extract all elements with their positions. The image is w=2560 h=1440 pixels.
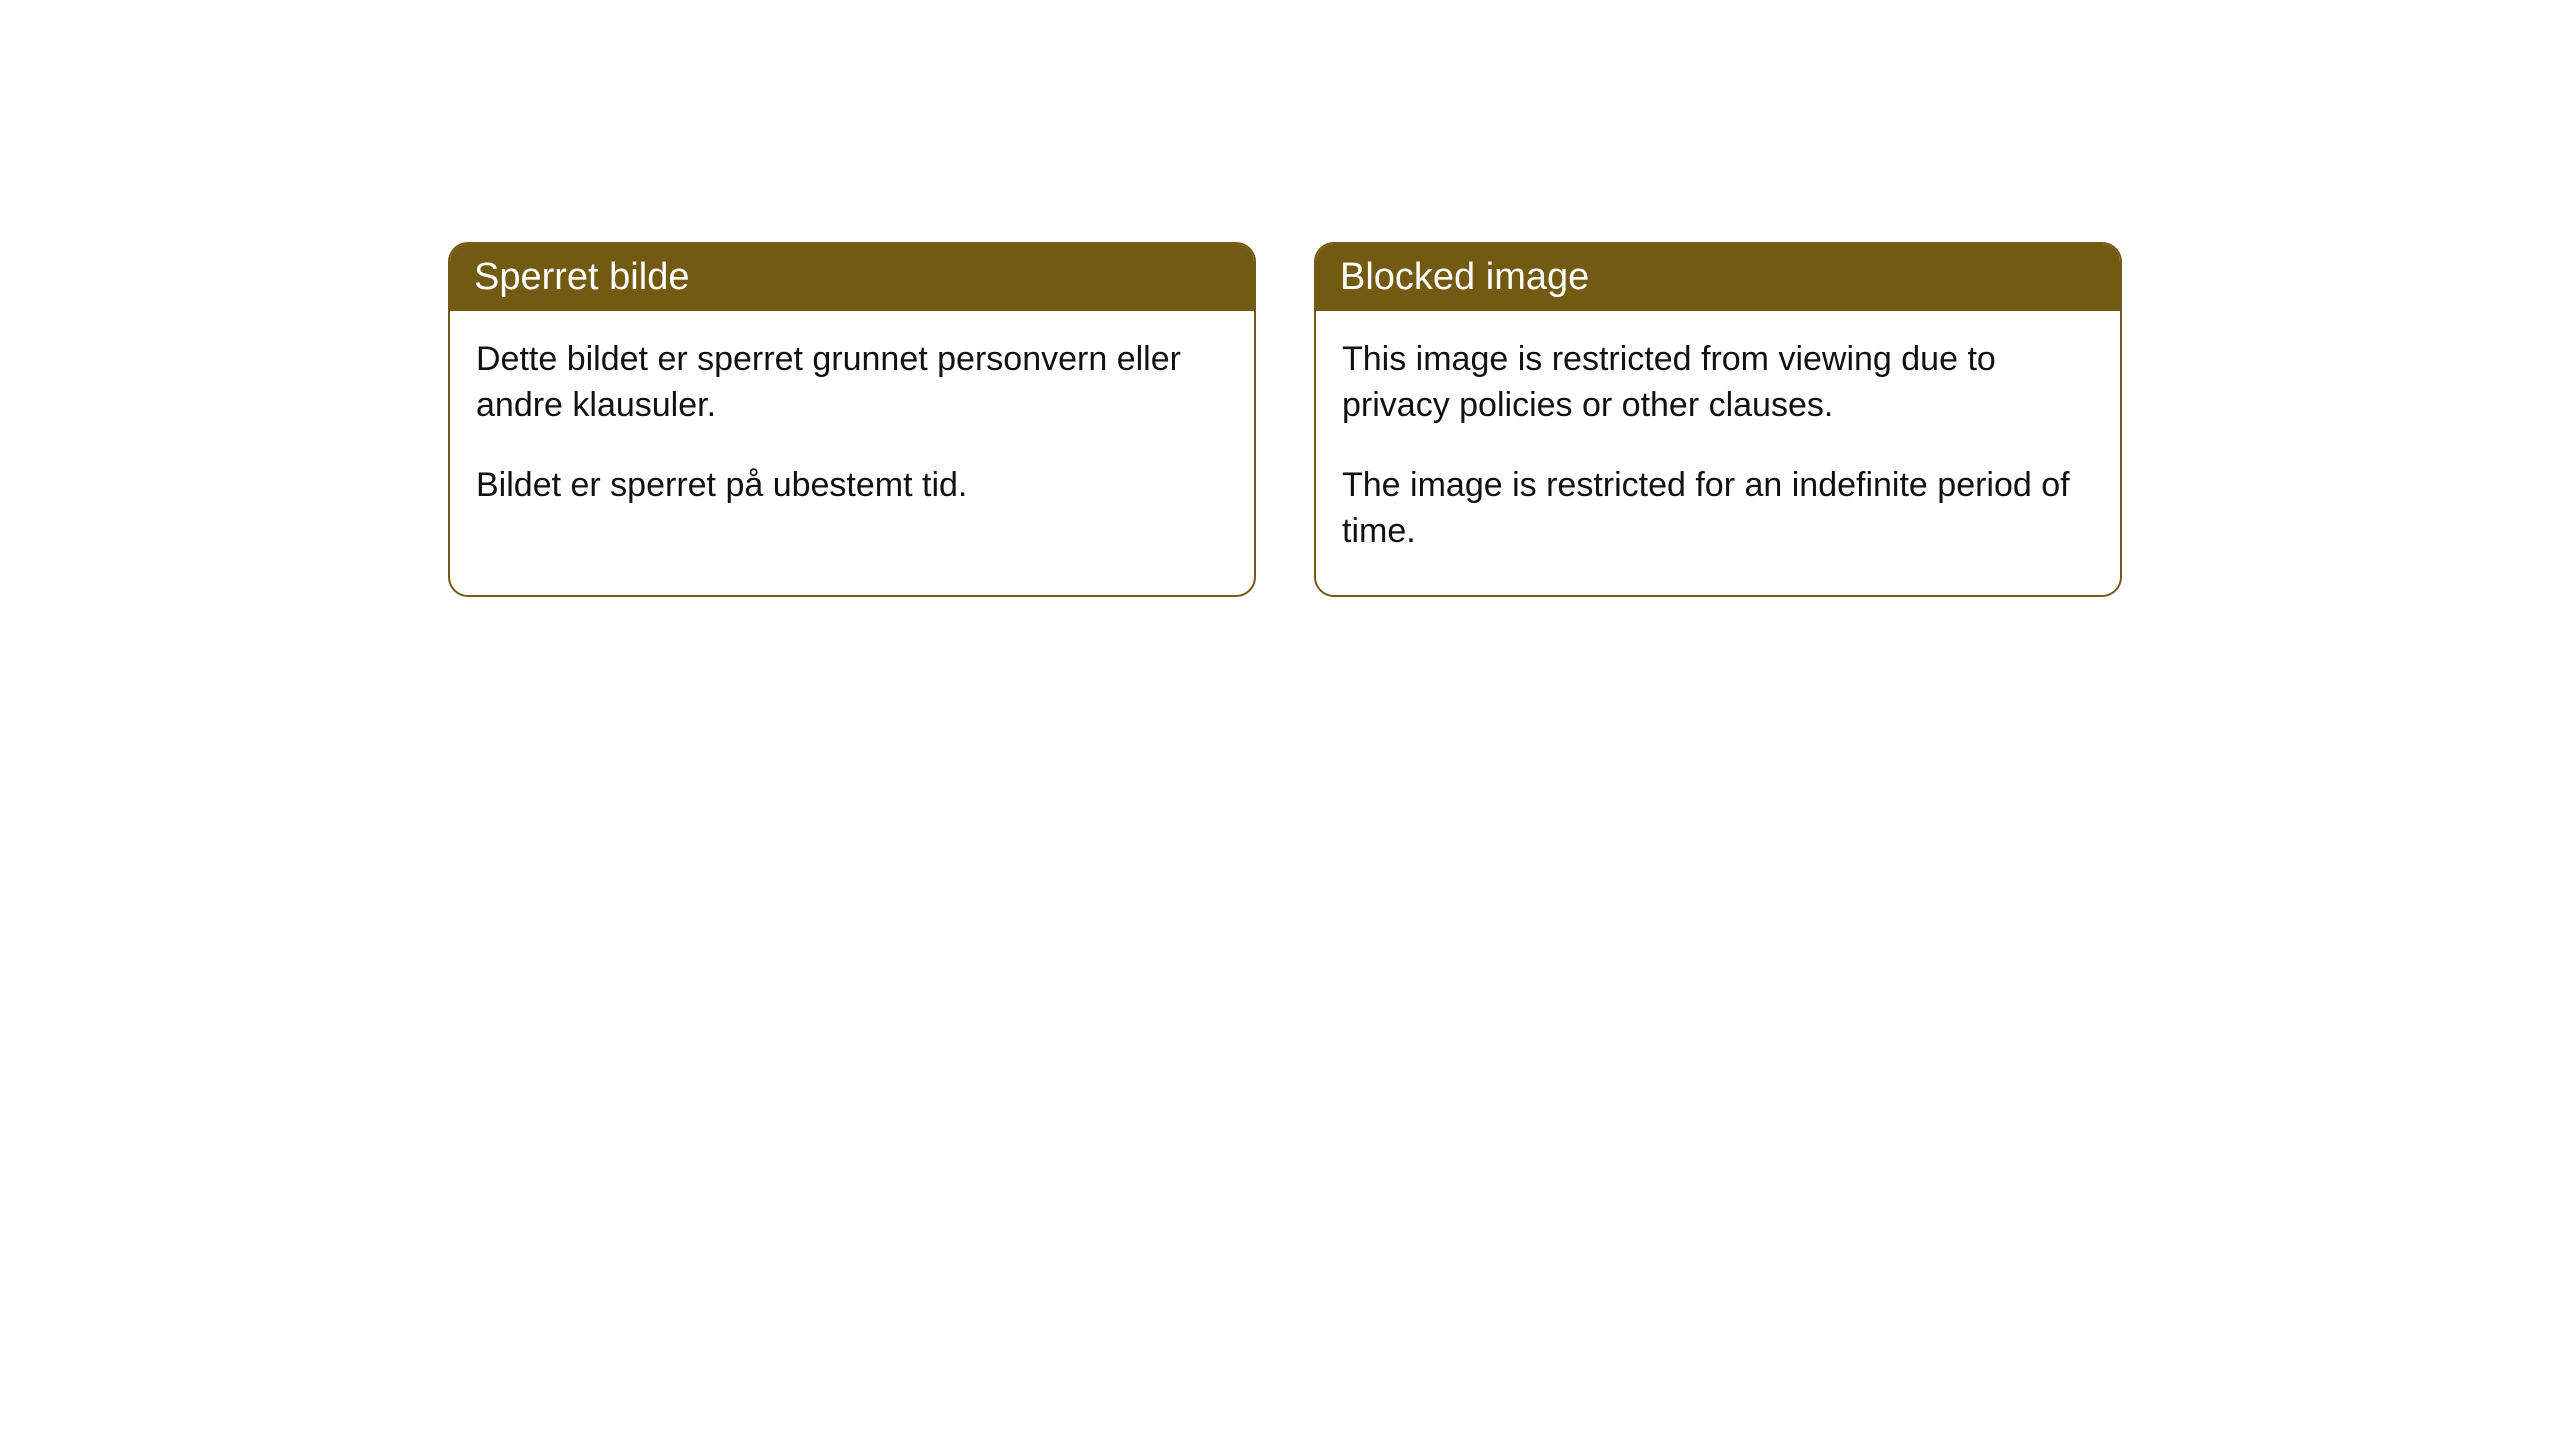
notice-cards-container: Sperret bilde Dette bildet er sperret gr… <box>448 242 2122 597</box>
card-header: Blocked image <box>1316 244 2120 311</box>
card-title: Blocked image <box>1340 256 1589 298</box>
card-paragraph: This image is restricted from viewing du… <box>1342 337 2094 429</box>
card-header: Sperret bilde <box>450 244 1254 311</box>
card-paragraph: Dette bildet er sperret grunnet personve… <box>476 337 1228 429</box>
notice-card-norwegian: Sperret bilde Dette bildet er sperret gr… <box>448 242 1256 597</box>
card-body: This image is restricted from viewing du… <box>1316 311 2120 595</box>
notice-card-english: Blocked image This image is restricted f… <box>1314 242 2122 597</box>
card-paragraph: Bildet er sperret på ubestemt tid. <box>476 463 1228 509</box>
card-paragraph: The image is restricted for an indefinit… <box>1342 463 2094 555</box>
card-title: Sperret bilde <box>474 256 689 298</box>
card-body: Dette bildet er sperret grunnet personve… <box>450 311 1254 549</box>
